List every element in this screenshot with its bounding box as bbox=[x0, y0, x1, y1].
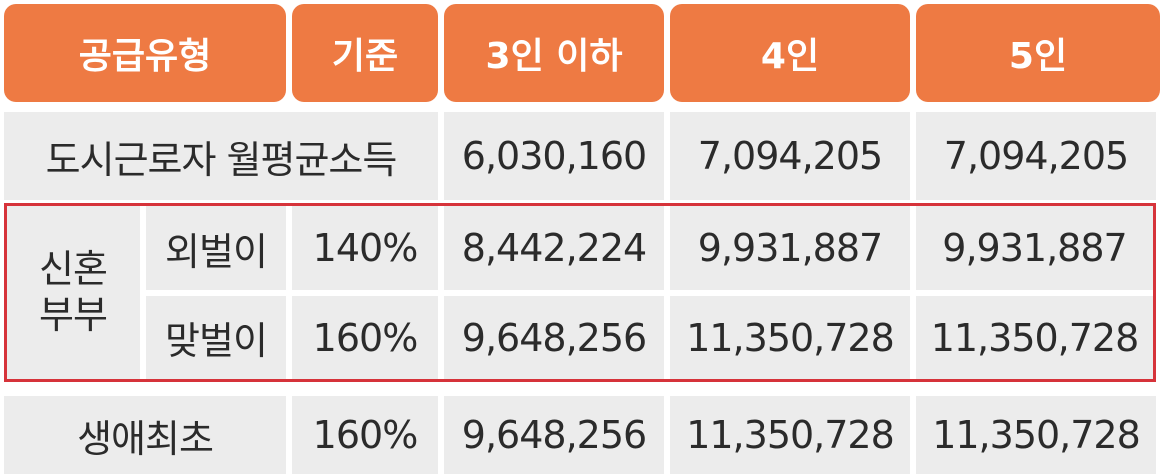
row-urban-value-4: 7,094,205 bbox=[670, 112, 910, 200]
row-first-value-5: 11,350,728 bbox=[916, 396, 1156, 474]
row-urban-label: 도시근로자 월평균소득 bbox=[4, 112, 438, 200]
newlywed-dual-value-4: 11,350,728 bbox=[670, 296, 910, 379]
row-urban-value-5: 7,094,205 bbox=[916, 112, 1156, 200]
newlywed-dual-type: 맞벌이 bbox=[146, 296, 286, 379]
header-standard: 기준 bbox=[292, 4, 438, 102]
newlywed-label-line1: 신혼 bbox=[39, 246, 108, 291]
newlywed-single-standard: 140% bbox=[292, 206, 438, 290]
newlywed-dual-value-3: 9,648,256 bbox=[444, 296, 664, 379]
row-first-value-3: 9,648,256 bbox=[444, 396, 664, 474]
row-first-label: 생애최초 bbox=[4, 396, 286, 474]
newlywed-single-value-5: 9,931,887 bbox=[916, 206, 1153, 290]
row-first-value-4: 11,350,728 bbox=[670, 396, 910, 474]
newlywed-label-line2: 부부 bbox=[39, 292, 108, 337]
row-first-standard: 160% bbox=[292, 396, 438, 474]
header-4-persons: 4인 bbox=[670, 4, 910, 102]
newlywed-dual-standard: 160% bbox=[292, 296, 438, 379]
newlywed-single-value-4: 9,931,887 bbox=[670, 206, 910, 290]
header-5-persons: 5인 bbox=[916, 4, 1160, 102]
row-urban-value-3: 6,030,160 bbox=[444, 112, 664, 200]
newlywed-single-type: 외벌이 bbox=[146, 206, 286, 290]
newlywed-single-value-3: 8,442,224 bbox=[444, 206, 664, 290]
newlywed-label: 신혼 부부 bbox=[6, 206, 140, 379]
newlywed-dual-value-5: 11,350,728 bbox=[916, 296, 1153, 379]
header-supply-type: 공급유형 bbox=[4, 4, 286, 102]
header-3-or-less: 3인 이하 bbox=[444, 4, 664, 102]
